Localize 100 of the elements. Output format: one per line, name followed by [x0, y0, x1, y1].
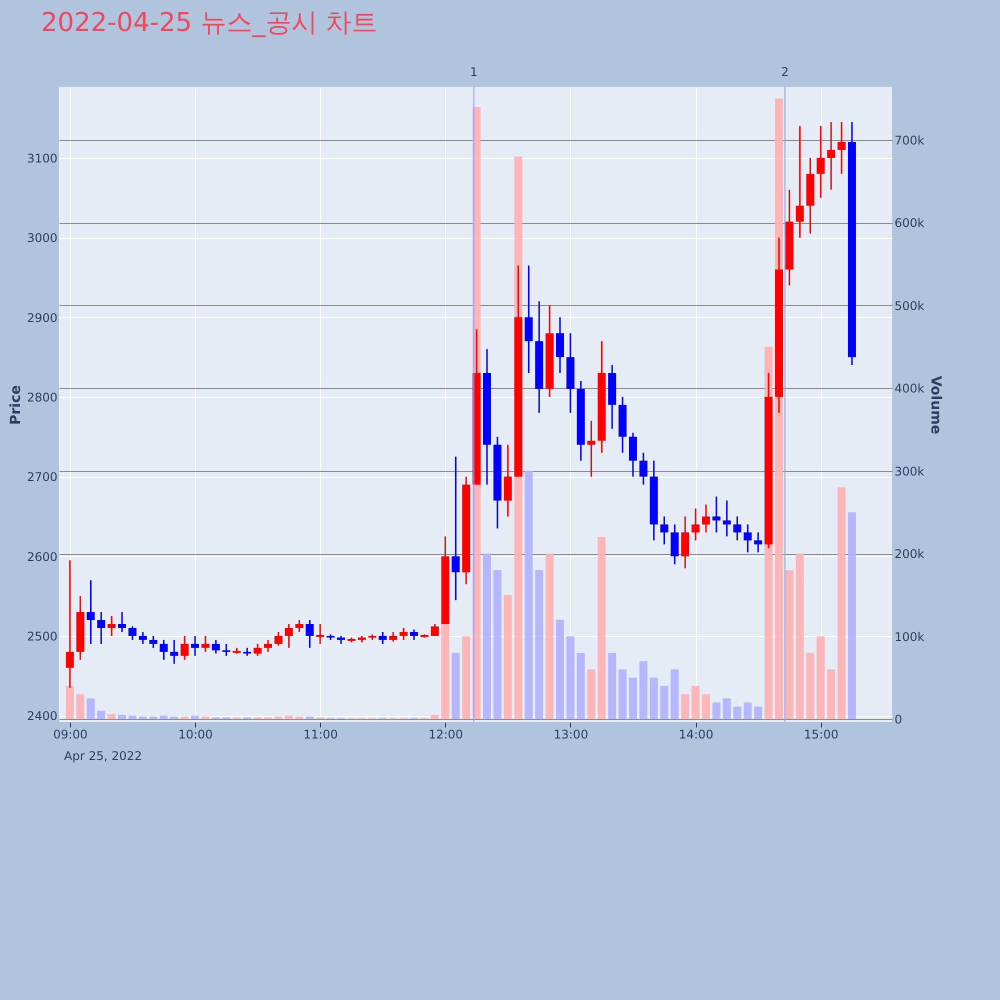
bar [160, 716, 168, 720]
candlestick [660, 516, 668, 546]
bar [838, 487, 846, 720]
bar [733, 706, 742, 720]
candlestick [556, 316, 564, 374]
candlestick [827, 121, 836, 191]
bar [504, 594, 512, 720]
candlestick [670, 524, 679, 565]
x-tick-label: 11:00 [303, 728, 338, 742]
y-tick-label: 2600 [26, 550, 58, 564]
candlestick [212, 639, 220, 654]
annotation: 2 [781, 65, 789, 79]
bar [180, 716, 189, 720]
candlestick [201, 635, 210, 653]
y2-tick-label: 100k [894, 630, 924, 644]
candlestick [170, 639, 178, 665]
candlestick [796, 125, 804, 238]
bar [66, 686, 74, 720]
y-tick-label: 3100 [26, 151, 58, 166]
x-tick-label: 15:00 [804, 728, 838, 742]
bar [97, 710, 106, 720]
candlestick [254, 643, 262, 657]
candlestick [284, 623, 293, 649]
bar [744, 702, 752, 720]
candlestick [222, 643, 230, 657]
candlestick [160, 639, 168, 661]
bar [827, 669, 836, 720]
bar [191, 716, 200, 720]
bar [670, 669, 679, 720]
bar [754, 706, 762, 720]
candlestick [295, 619, 304, 633]
candlestick [816, 125, 825, 198]
y-tick-label: 2500 [26, 629, 58, 644]
bar [86, 698, 95, 720]
bar [295, 716, 304, 720]
candlestick [149, 635, 158, 649]
candlestick [138, 631, 147, 645]
candlestick [389, 631, 398, 642]
candlestick [180, 635, 189, 661]
bar [452, 652, 460, 720]
candlestick [378, 631, 387, 645]
candlestick [264, 639, 272, 653]
annotation: 1 [470, 65, 478, 79]
y-tick-label: 3000 [26, 231, 58, 246]
bar [524, 470, 533, 720]
y2-tick-label: 500k [894, 298, 924, 313]
y2-tick-label: 700k [894, 133, 924, 148]
bar [618, 669, 627, 720]
bar [546, 554, 554, 720]
bar [692, 686, 700, 720]
bar [306, 716, 314, 720]
bar [796, 554, 804, 720]
candlestick [306, 619, 314, 649]
candlestick [692, 508, 700, 542]
bar [430, 714, 439, 720]
bar [660, 686, 668, 720]
candlestick [191, 635, 200, 657]
y-tick-label: 2800 [26, 390, 58, 404]
y2-tick-label: 300k [894, 464, 924, 478]
x-tick-label: 10:00 [178, 728, 213, 742]
bar [201, 716, 210, 720]
bar [170, 716, 178, 720]
bar [535, 570, 544, 720]
bar [118, 714, 126, 720]
candlestick [128, 626, 136, 641]
y2-tick-label: 600k [894, 216, 924, 230]
bar [274, 716, 282, 720]
bar [462, 636, 470, 720]
candlestick [639, 452, 648, 486]
bar [712, 702, 720, 720]
candlestick [452, 456, 460, 601]
candlestick [118, 611, 126, 633]
candlestick [712, 496, 720, 534]
bar [128, 716, 136, 720]
x-tick-label: 12:00 [428, 728, 464, 742]
bar [608, 652, 616, 720]
bar [650, 678, 658, 720]
bar [806, 652, 814, 720]
bar [848, 512, 856, 720]
candlestick [681, 516, 690, 569]
bar [556, 620, 564, 720]
candlestick [86, 579, 95, 645]
bar [76, 694, 84, 720]
y-tick-label: 2900 [26, 310, 58, 325]
candlestick [97, 611, 106, 645]
candlestick [733, 516, 742, 542]
y2-tick-label: 400k [894, 382, 924, 396]
chart-title: 2022-04-25 뉴스_공시 차트 [41, 8, 378, 38]
bar [493, 570, 502, 720]
bar [639, 661, 648, 720]
candlestick [628, 432, 637, 478]
y2-tick-label: 200k [894, 547, 924, 562]
bar [785, 570, 794, 720]
x-tick-label: 14:00 [678, 728, 714, 742]
candlestick [274, 631, 282, 646]
candlestick [702, 504, 710, 534]
candlestick [504, 444, 512, 518]
bar [722, 698, 731, 720]
bar [566, 636, 574, 720]
y2-tick-label: 0 [894, 712, 902, 727]
